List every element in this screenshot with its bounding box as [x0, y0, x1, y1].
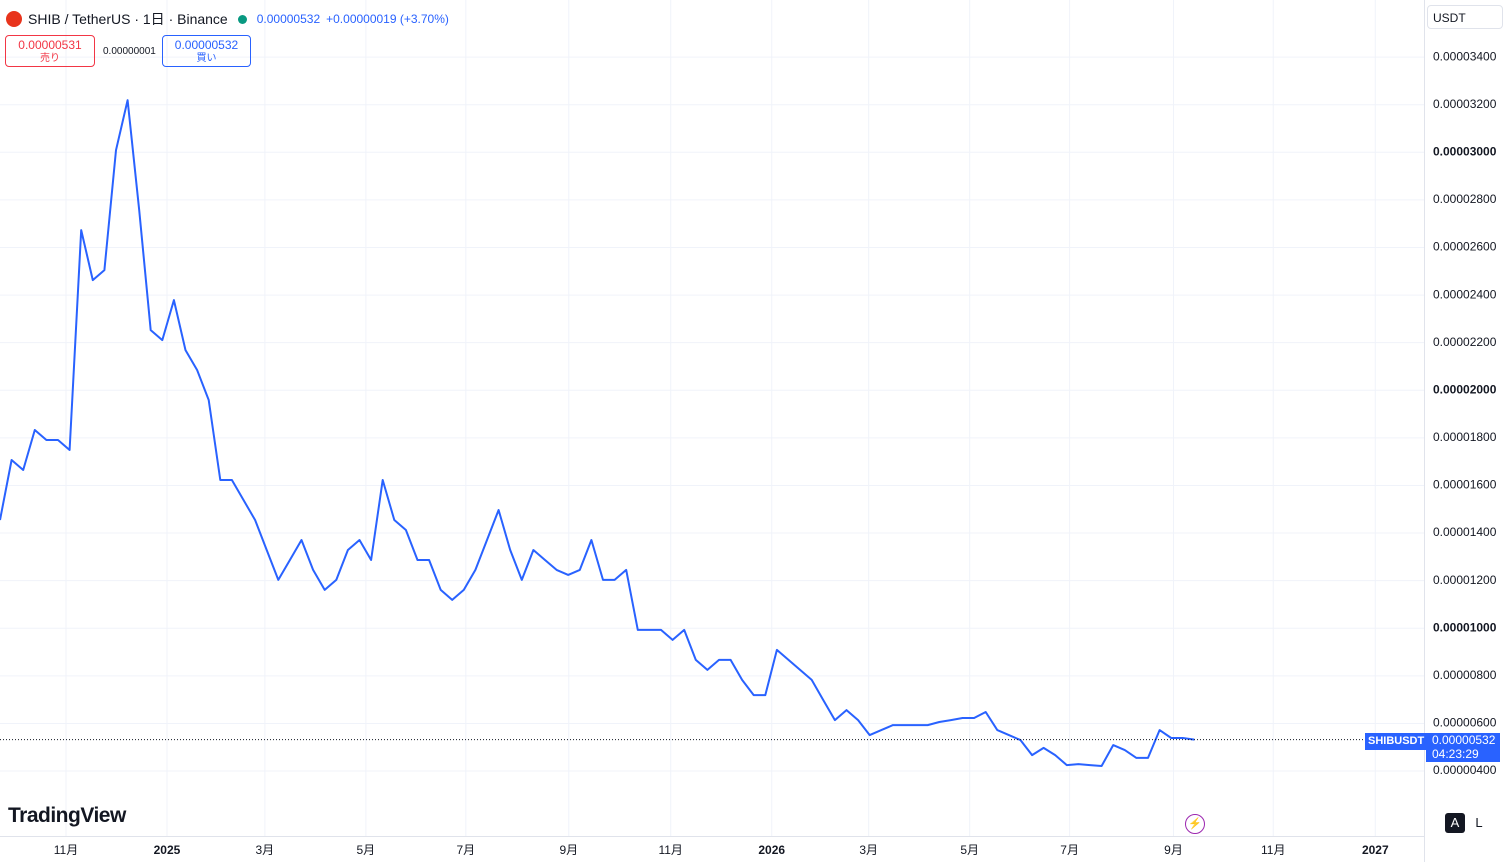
price-line — [0, 99, 1195, 767]
x-tick-label: 11月 — [54, 843, 78, 857]
y-tick-label: 0.00001400 — [1433, 525, 1497, 539]
buy-price: 0.00000532 — [174, 38, 239, 52]
y-tick-label: 0.00000600 — [1433, 716, 1497, 730]
x-tick-label: 9月 — [1164, 843, 1183, 857]
symbol[interactable]: SHIB / TetherUS · 1日 · Binance — [28, 11, 228, 27]
y-tick-label: 0.00002600 — [1433, 240, 1497, 254]
y-tick-label: 0.00000800 — [1433, 668, 1497, 682]
buy-label: 買い — [196, 53, 217, 64]
log-button[interactable]: L — [1475, 815, 1483, 830]
y-tick-label: 0.00002000 — [1433, 382, 1497, 396]
x-tick-label: 3月 — [256, 843, 275, 857]
countdown: 04:23:29 — [1432, 747, 1479, 761]
x-tick-label: 5月 — [357, 843, 376, 857]
x-tick-label: 5月 — [960, 843, 979, 857]
symbol-tag: SHIBUSDT — [1365, 733, 1428, 750]
y-tick-label: 0.00000400 — [1433, 763, 1497, 777]
price-axis-bg — [1424, 0, 1509, 862]
y-tick-label: 0.00003200 — [1433, 97, 1497, 111]
sell-price: 0.00000531 — [18, 38, 82, 52]
buy-button[interactable]: 0.00000532 買い — [162, 35, 251, 67]
price: 0.00000532 — [256, 12, 321, 26]
y-tick-label: 0.00001200 — [1433, 573, 1497, 587]
x-tick-label: 9月 — [559, 843, 578, 857]
brand: TradingView — [8, 804, 126, 827]
price-tag: 0.00000532 04:23:29 — [1426, 733, 1500, 762]
y-tick-label: 0.00002200 — [1433, 335, 1497, 349]
x-tick-label: 2026 — [758, 843, 785, 857]
lightning-icon[interactable]: ⚡ — [1185, 814, 1205, 834]
header: SHIB / TetherUS · 1日 · Binance 0.0000053… — [6, 9, 449, 29]
auto-button[interactable]: A — [1445, 813, 1465, 833]
currency-select[interactable]: USDT — [1427, 5, 1503, 29]
status-dot — [237, 14, 247, 24]
x-tick-label: 2027 — [1362, 843, 1389, 857]
sell-button[interactable]: 0.00000531 売り — [5, 35, 95, 67]
y-tick-label: 0.00001600 — [1433, 478, 1497, 492]
change: +0.00000019 (+3.70%) — [326, 12, 449, 26]
y-tick-label: 0.00001800 — [1433, 430, 1497, 444]
coin-icon — [6, 11, 22, 27]
y-tick-label: 0.00002800 — [1433, 192, 1497, 206]
x-tick-label: 11月 — [658, 843, 682, 857]
y-tick-label: 0.00003000 — [1433, 144, 1497, 158]
x-tick-label: 7月 — [1060, 843, 1079, 857]
x-tick-label: 3月 — [859, 843, 878, 857]
x-tick-label: 11月 — [1261, 843, 1285, 857]
x-tick-label: 2025 — [154, 843, 181, 857]
spread: 0.00000001 — [103, 46, 156, 57]
y-tick-label: 0.00001000 — [1433, 620, 1497, 634]
last-price-label: 0.00000532 — [1432, 733, 1496, 747]
y-tick-label: 0.00002400 — [1433, 287, 1497, 301]
x-tick-label: 7月 — [456, 843, 475, 857]
y-tick-label: 0.00003400 — [1433, 49, 1497, 63]
sell-label: 売り — [40, 53, 60, 64]
